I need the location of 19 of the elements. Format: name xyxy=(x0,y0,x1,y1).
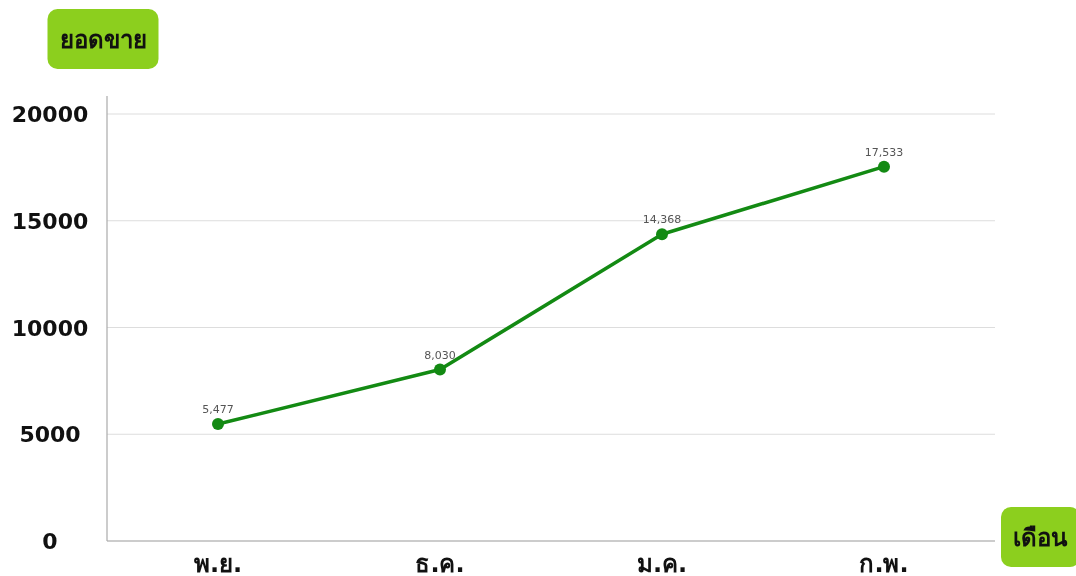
data-label: 17,533 xyxy=(864,145,904,159)
point xyxy=(212,418,224,431)
y-tick-label: 10000 xyxy=(11,315,89,341)
point xyxy=(878,160,890,173)
data-label: 14,368 xyxy=(642,213,682,227)
x-tick-label: ก.พ. xyxy=(859,550,909,576)
x-tick-label: พ.ย. xyxy=(193,550,243,576)
x-tick-label: ม.ค. xyxy=(636,550,688,576)
y-tick-label: 5000 xyxy=(19,422,81,448)
data-label: 8,030 xyxy=(424,348,456,362)
point xyxy=(656,228,668,241)
x-axis-title: เดือน xyxy=(1013,524,1068,552)
y-tick-label: 20000 xyxy=(11,102,89,127)
y-tick-label: 15000 xyxy=(11,208,89,234)
x-tick-label: ธ.ค. xyxy=(415,550,465,576)
y-tick-label: 0 xyxy=(42,529,58,554)
data-label: 5,477 xyxy=(202,403,234,417)
y-axis-title: ยอดขาย xyxy=(59,26,147,54)
point xyxy=(434,363,446,376)
